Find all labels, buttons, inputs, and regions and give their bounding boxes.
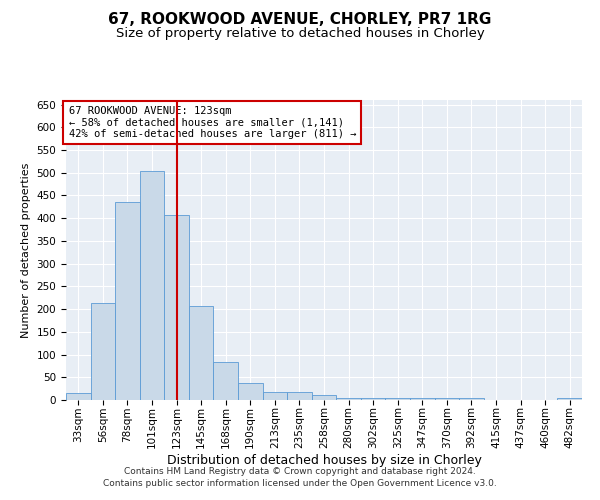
X-axis label: Distribution of detached houses by size in Chorley: Distribution of detached houses by size …: [167, 454, 481, 467]
Text: 67 ROOKWOOD AVENUE: 123sqm
← 58% of detached houses are smaller (1,141)
42% of s: 67 ROOKWOOD AVENUE: 123sqm ← 58% of deta…: [68, 106, 356, 139]
Bar: [115, 202, 140, 400]
Bar: [238, 382, 263, 400]
Bar: [410, 398, 434, 400]
Bar: [287, 392, 312, 400]
Text: Contains HM Land Registry data © Crown copyright and database right 2024.
Contai: Contains HM Land Registry data © Crown c…: [103, 466, 497, 487]
Bar: [263, 392, 287, 400]
Bar: [214, 362, 238, 400]
Bar: [91, 303, 115, 400]
Bar: [312, 396, 336, 400]
Bar: [361, 398, 385, 400]
Bar: [385, 398, 410, 400]
Bar: [66, 393, 91, 400]
Bar: [189, 306, 214, 400]
Bar: [557, 398, 582, 400]
Bar: [336, 398, 361, 400]
Text: 67, ROOKWOOD AVENUE, CHORLEY, PR7 1RG: 67, ROOKWOOD AVENUE, CHORLEY, PR7 1RG: [109, 12, 491, 28]
Bar: [140, 172, 164, 400]
Y-axis label: Number of detached properties: Number of detached properties: [21, 162, 31, 338]
Bar: [434, 398, 459, 400]
Bar: [459, 398, 484, 400]
Text: Size of property relative to detached houses in Chorley: Size of property relative to detached ho…: [116, 28, 484, 40]
Bar: [164, 214, 189, 400]
